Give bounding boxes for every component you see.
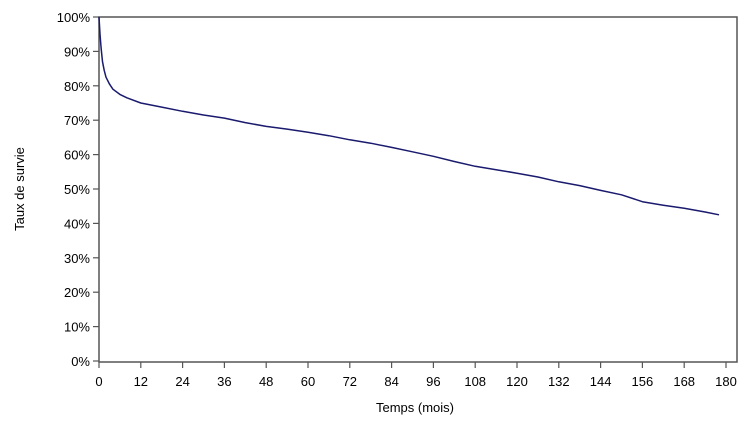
x-tick-label: 84 xyxy=(384,374,398,389)
y-tick-label: 30% xyxy=(64,251,90,266)
x-tick-label: 132 xyxy=(548,374,570,389)
y-tick-label: 70% xyxy=(64,113,90,128)
x-tick-label: 60 xyxy=(301,374,315,389)
x-tick-label: 96 xyxy=(426,374,440,389)
y-tick-label: 50% xyxy=(64,182,90,197)
y-tick-label: 90% xyxy=(64,44,90,59)
x-axis-label: Temps (mois) xyxy=(376,400,454,415)
x-tick-label: 108 xyxy=(464,374,486,389)
y-axis-label: Taux de survie xyxy=(12,147,27,231)
x-tick-label: 144 xyxy=(590,374,612,389)
y-tick-label: 10% xyxy=(64,320,90,335)
survival-curve xyxy=(98,16,720,216)
x-tick-label: 72 xyxy=(343,374,357,389)
x-tick-label: 180 xyxy=(715,374,737,389)
x-tick-label: 12 xyxy=(134,374,148,389)
x-tick-label: 24 xyxy=(175,374,189,389)
x-tick-label: 48 xyxy=(259,374,273,389)
y-tick-label: 60% xyxy=(64,148,90,163)
x-tick-label: 156 xyxy=(632,374,654,389)
y-tick-label: 0% xyxy=(71,354,90,369)
x-tick-label: 120 xyxy=(506,374,528,389)
y-tick-label: 20% xyxy=(64,285,90,300)
y-tick-label: 80% xyxy=(64,79,90,94)
x-tick-label: 36 xyxy=(217,374,231,389)
x-tick-label: 0 xyxy=(95,374,102,389)
plot-frame xyxy=(98,16,738,363)
y-tick-label: 40% xyxy=(64,216,90,231)
y-tick-label: 100% xyxy=(57,10,91,25)
x-tick-label: 168 xyxy=(673,374,695,389)
